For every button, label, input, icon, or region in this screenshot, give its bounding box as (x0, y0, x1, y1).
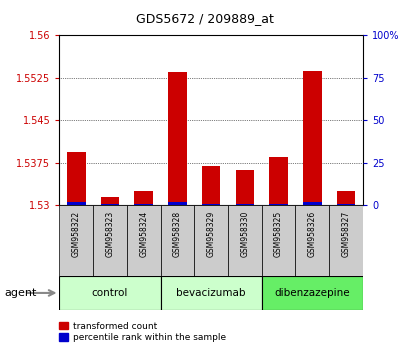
Text: GSM958322: GSM958322 (72, 211, 81, 257)
Text: GSM958325: GSM958325 (273, 211, 282, 257)
Text: GSM958323: GSM958323 (105, 211, 114, 257)
Text: agent: agent (4, 288, 36, 298)
Bar (160, 205, 194, 276)
Bar (59, 205, 93, 276)
Text: GSM958329: GSM958329 (206, 211, 215, 257)
Bar (101, 197, 119, 205)
Bar (160, 276, 261, 310)
Text: GDS5672 / 209889_at: GDS5672 / 209889_at (136, 12, 273, 25)
Bar (269, 204, 287, 205)
Text: GSM958326: GSM958326 (307, 211, 316, 257)
Bar (302, 202, 321, 205)
Bar (261, 205, 295, 276)
Legend: transformed count, percentile rank within the sample: transformed count, percentile rank withi… (56, 318, 229, 346)
Bar (336, 204, 355, 205)
Bar (201, 166, 220, 205)
Bar (101, 204, 119, 205)
Bar (269, 157, 287, 205)
Text: control: control (92, 288, 128, 298)
Bar (194, 205, 227, 276)
Text: bevacizumab: bevacizumab (176, 288, 245, 298)
Bar (235, 204, 254, 205)
Bar (168, 202, 186, 205)
Bar (227, 205, 261, 276)
Bar (67, 152, 85, 205)
Text: GSM958330: GSM958330 (240, 211, 249, 257)
Text: GSM958327: GSM958327 (341, 211, 350, 257)
Bar (261, 276, 362, 310)
Text: GSM958328: GSM958328 (173, 211, 182, 257)
Bar (336, 191, 355, 205)
Bar (168, 72, 186, 205)
Bar (134, 204, 153, 205)
Text: dibenzazepine: dibenzazepine (274, 288, 349, 298)
Bar (235, 170, 254, 205)
Bar (302, 70, 321, 205)
Bar (134, 191, 153, 205)
Bar (93, 205, 126, 276)
Bar (295, 205, 328, 276)
Bar (59, 276, 160, 310)
Text: GSM958324: GSM958324 (139, 211, 148, 257)
Bar (126, 205, 160, 276)
Bar (201, 204, 220, 205)
Bar (67, 202, 85, 205)
Bar (328, 205, 362, 276)
